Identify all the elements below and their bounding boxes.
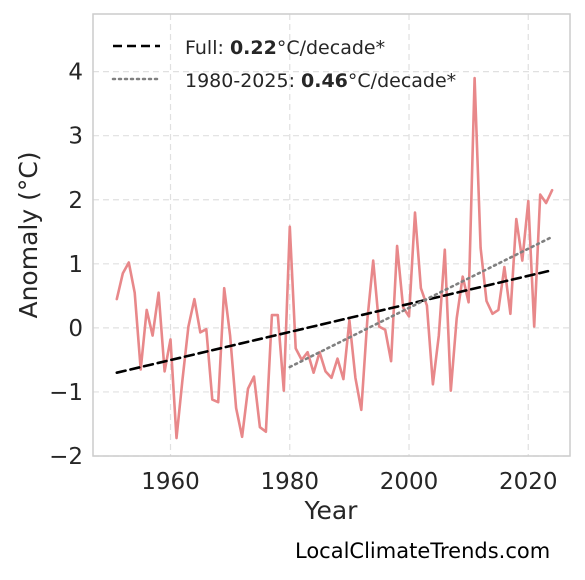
legend-1980-prefix: 1980-2025:	[185, 70, 301, 92]
x-tick-label-2020: 2020	[499, 469, 558, 495]
y-tick-label-1: 1	[68, 252, 83, 278]
legend-1980-suffix: °C/decade*	[348, 70, 456, 92]
y-tick-label-3: 3	[68, 124, 83, 150]
plot-frame	[92, 13, 571, 457]
y-tick-label--1: −1	[49, 380, 83, 406]
x-axis-title: Year	[304, 496, 359, 525]
y-axis-title: Anomaly (°C)	[14, 151, 43, 318]
legend: Full: 0.22°C/decade* 1980-2025: 0.46°C/d…	[111, 37, 456, 92]
legend-full-prefix: Full:	[185, 37, 230, 59]
trend-line-1980-2025	[288, 235, 554, 369]
x-tick-label-2000: 2000	[380, 469, 439, 495]
legend-label-1980-2025: 1980-2025: 0.46°C/decade*	[185, 70, 456, 92]
x-tick-label-1960: 1960	[141, 469, 200, 495]
legend-1980-value: 0.46	[301, 70, 348, 92]
y-tick-label--2: −2	[49, 444, 83, 470]
y-tick-labels: −2 −1 0 1 2 3 4	[49, 60, 83, 470]
anomaly-line	[115, 76, 554, 440]
x-tick-label-1980: 1980	[260, 469, 319, 495]
y-tick-label-2: 2	[68, 188, 83, 214]
y-tick-label-4: 4	[68, 60, 83, 86]
trend-line-full	[115, 268, 554, 375]
x-tick-labels: 1960 1980 2000 2020	[141, 469, 557, 495]
legend-label-full: Full: 0.22°C/decade*	[185, 37, 385, 59]
site-credit: LocalClimateTrends.com	[295, 539, 551, 563]
series-layer	[115, 76, 554, 440]
legend-full-suffix: °C/decade*	[277, 37, 385, 59]
legend-full-value: 0.22	[230, 37, 277, 59]
y-tick-label-0: 0	[68, 316, 83, 342]
